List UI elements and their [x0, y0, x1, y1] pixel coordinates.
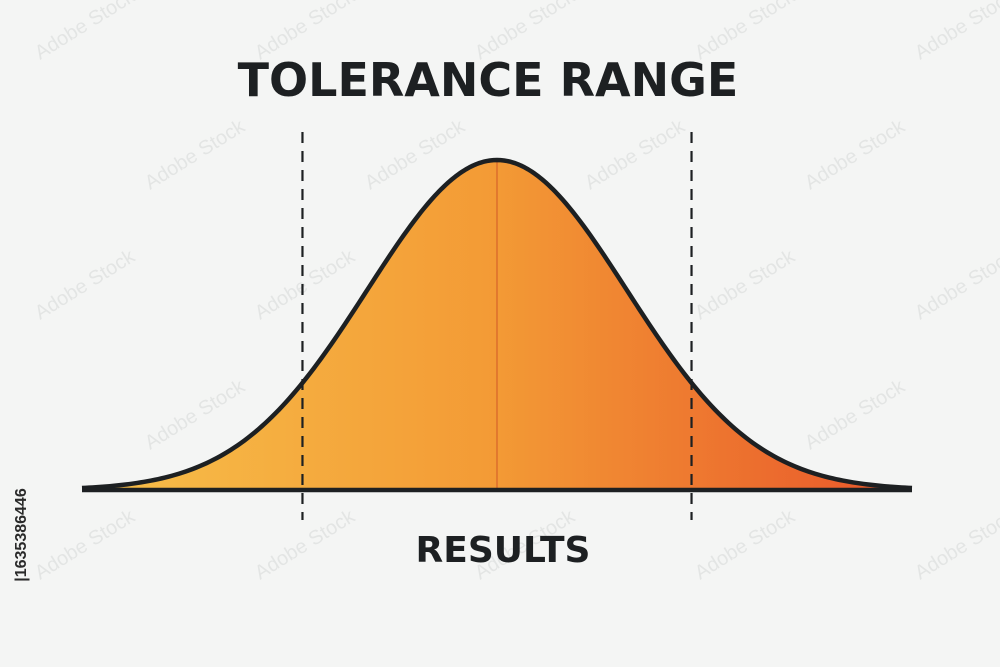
chart-title: TOLERANCE RANGE	[238, 53, 739, 107]
x-axis-label: RESULTS	[416, 530, 591, 571]
watermark-text: Adobe Stock	[31, 0, 140, 64]
watermark-text: Adobe Stock	[911, 245, 1000, 324]
watermark-text: Adobe Stock	[31, 245, 140, 324]
watermark-text: Adobe Stock	[911, 0, 1000, 64]
watermark-text: Adobe Stock	[251, 245, 360, 324]
watermark-text: Adobe Stock	[691, 505, 800, 584]
watermark-text: Adobe Stock	[251, 505, 360, 584]
watermark-text: Adobe Stock	[801, 115, 910, 194]
distribution-curve-line	[81, 157, 913, 491]
watermark-text: Adobe Stock	[911, 505, 1000, 584]
watermark-text: Adobe Stock	[141, 115, 250, 194]
watermark-text: Adobe Stock	[801, 375, 910, 454]
stock-image-id-label: |1635386446	[13, 488, 30, 582]
watermark-text: Adobe Stock	[141, 375, 250, 454]
watermark-text: Adobe Stock	[691, 245, 800, 324]
watermark-text: Adobe Stock	[581, 115, 690, 194]
watermark-text: Adobe Stock	[31, 505, 140, 584]
